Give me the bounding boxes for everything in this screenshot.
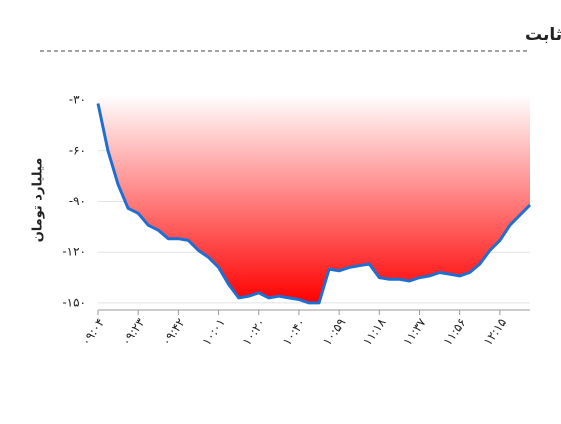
x-tick-label: ۱۰:۲۰ (239, 316, 268, 348)
y-axis-label: میلیارد تومان (31, 158, 46, 243)
y-tick-label: -۹۰ (69, 194, 86, 208)
area (98, 95, 530, 303)
x-tick-label: ۱۱:۱۸ (360, 315, 389, 348)
x-tick-label: ۰۹:۴۲ (159, 316, 188, 348)
line (96, 103, 532, 305)
chart-title: ورود پول حقیقی به صندوق درآمد ثابت (525, 23, 561, 45)
y-tick-label: -۱۵۰ (62, 295, 86, 309)
y-tick-label: -۳۰ (69, 93, 86, 107)
x-tick-label: ۰۹:۲۳ (119, 315, 148, 348)
x-tick-label: ۱۰:۴۰ (280, 316, 309, 348)
x-tick-label: ۱۱:۵۶ (440, 316, 469, 348)
x-tick-label: ۰۹:۰۴ (79, 316, 108, 348)
x-tick-label: ۱۲:۱۵ (481, 316, 510, 348)
x-tick-label: ۱۰:۵۹ (320, 316, 349, 348)
x-tick-label: ۱۱:۳۷ (400, 315, 429, 348)
x-tick-label: ۱۰:۰۱ (199, 316, 228, 348)
y-tick-label: -۶۰ (69, 143, 86, 157)
y-tick-label: -۱۲۰ (62, 245, 86, 259)
